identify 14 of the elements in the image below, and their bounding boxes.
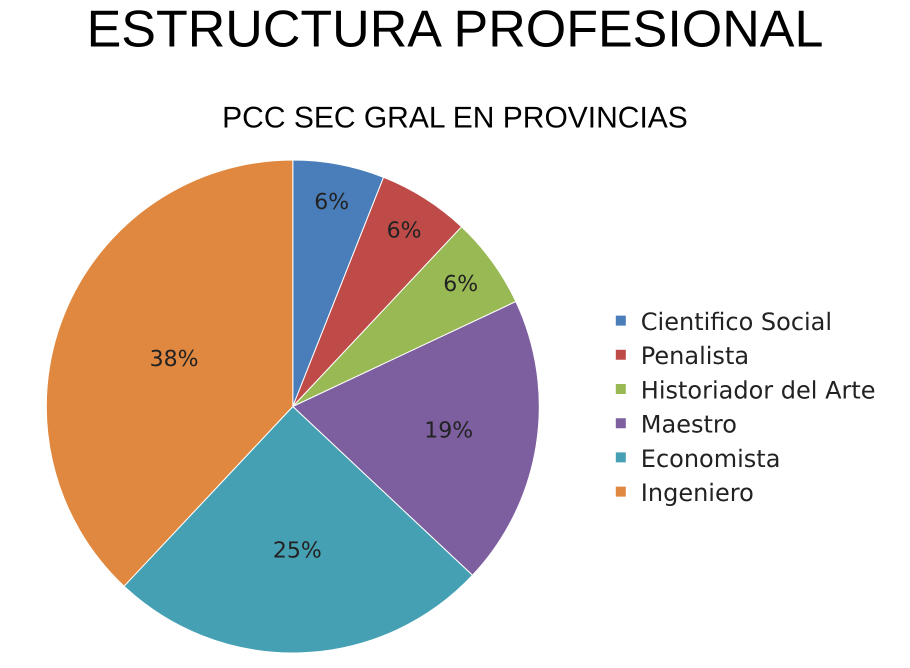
data-label: 19% — [424, 418, 474, 444]
legend-label: Penalista — [640, 342, 750, 370]
chart-subtitle: PCC SEC GRAL EN PROVINCIAS — [222, 101, 688, 134]
legend-label: Cientifico Social — [640, 308, 832, 336]
data-label: 25% — [272, 538, 322, 564]
legend-label: Historiador del Arte — [640, 376, 876, 404]
data-label: 6% — [386, 218, 422, 244]
chart-title: ESTRUCTURA PROFESIONAL — [86, 0, 824, 58]
legend-label: Maestro — [640, 410, 737, 439]
legend-label: Ingeniero — [640, 478, 754, 507]
legend-label: Economista — [640, 444, 780, 473]
data-label: 6% — [314, 190, 350, 216]
data-label: 38% — [150, 346, 198, 372]
data-label: 6% — [443, 272, 478, 297]
